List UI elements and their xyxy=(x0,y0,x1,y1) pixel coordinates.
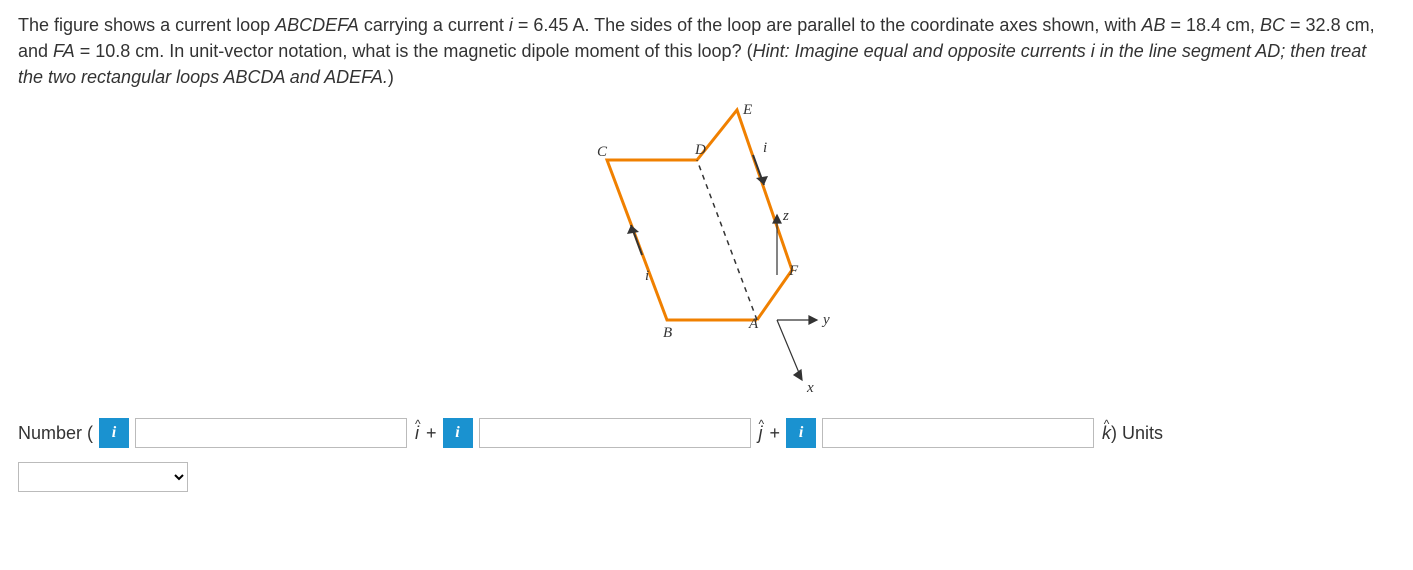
units-select[interactable] xyxy=(18,462,188,492)
info-button-j[interactable]: i xyxy=(443,418,473,448)
q-fa-val: = 10.8 cm. In unit-vector notation, what… xyxy=(75,41,753,61)
label-F: F xyxy=(788,263,799,279)
label-z: z xyxy=(782,208,789,224)
q-intro: The figure shows a current loop xyxy=(18,15,275,35)
label-i2: i xyxy=(763,140,767,156)
label-y: y xyxy=(821,312,830,328)
answer-row: Number ( i ^i + i ^j + i ^k) Units xyxy=(18,418,1395,448)
info-button-i[interactable]: i xyxy=(99,418,129,448)
units-row xyxy=(18,448,1395,492)
diagram-labels: A B C D E F x y z i i xyxy=(597,102,830,396)
input-j-component[interactable] xyxy=(479,418,751,448)
loop-diagram: A B C D E F x y z i i xyxy=(567,100,847,400)
info-button-k[interactable]: i xyxy=(786,418,816,448)
q-loop-name: ABCDEFA xyxy=(275,15,359,35)
q-p2: carrying a current xyxy=(359,15,509,35)
label-C: C xyxy=(597,144,608,160)
question-text: The figure shows a current loop ABCDEFA … xyxy=(18,12,1395,90)
q-close: ) xyxy=(388,67,394,87)
q-bc: BC xyxy=(1260,15,1285,35)
label-A: A xyxy=(748,316,759,332)
input-i-component[interactable] xyxy=(135,418,407,448)
axes xyxy=(773,215,817,380)
j-hat-label: ^j + xyxy=(757,423,781,444)
q-fa: FA xyxy=(53,41,75,61)
q-eq-i: = 6.45 A. The sides of the loop are para… xyxy=(513,15,1142,35)
input-k-component[interactable] xyxy=(822,418,1094,448)
label-E: E xyxy=(742,102,752,118)
number-label: Number ( xyxy=(18,423,93,444)
q-ab-val: = 18.4 cm, xyxy=(1165,15,1260,35)
dashed-ad xyxy=(697,160,757,320)
diagram-holder: A B C D E F x y z i i xyxy=(18,100,1395,400)
label-i1: i xyxy=(645,268,649,284)
label-D: D xyxy=(694,142,706,158)
q-hint-word: Hint: xyxy=(753,41,795,61)
q-ab: AB xyxy=(1141,15,1165,35)
current-arrow-ef xyxy=(753,155,768,185)
current-arrow-bc xyxy=(627,225,642,255)
k-hat-label: ^k) Units xyxy=(1100,423,1163,444)
label-B: B xyxy=(663,325,672,341)
i-hat-label: ^i + xyxy=(413,423,437,444)
label-x: x xyxy=(806,380,814,396)
